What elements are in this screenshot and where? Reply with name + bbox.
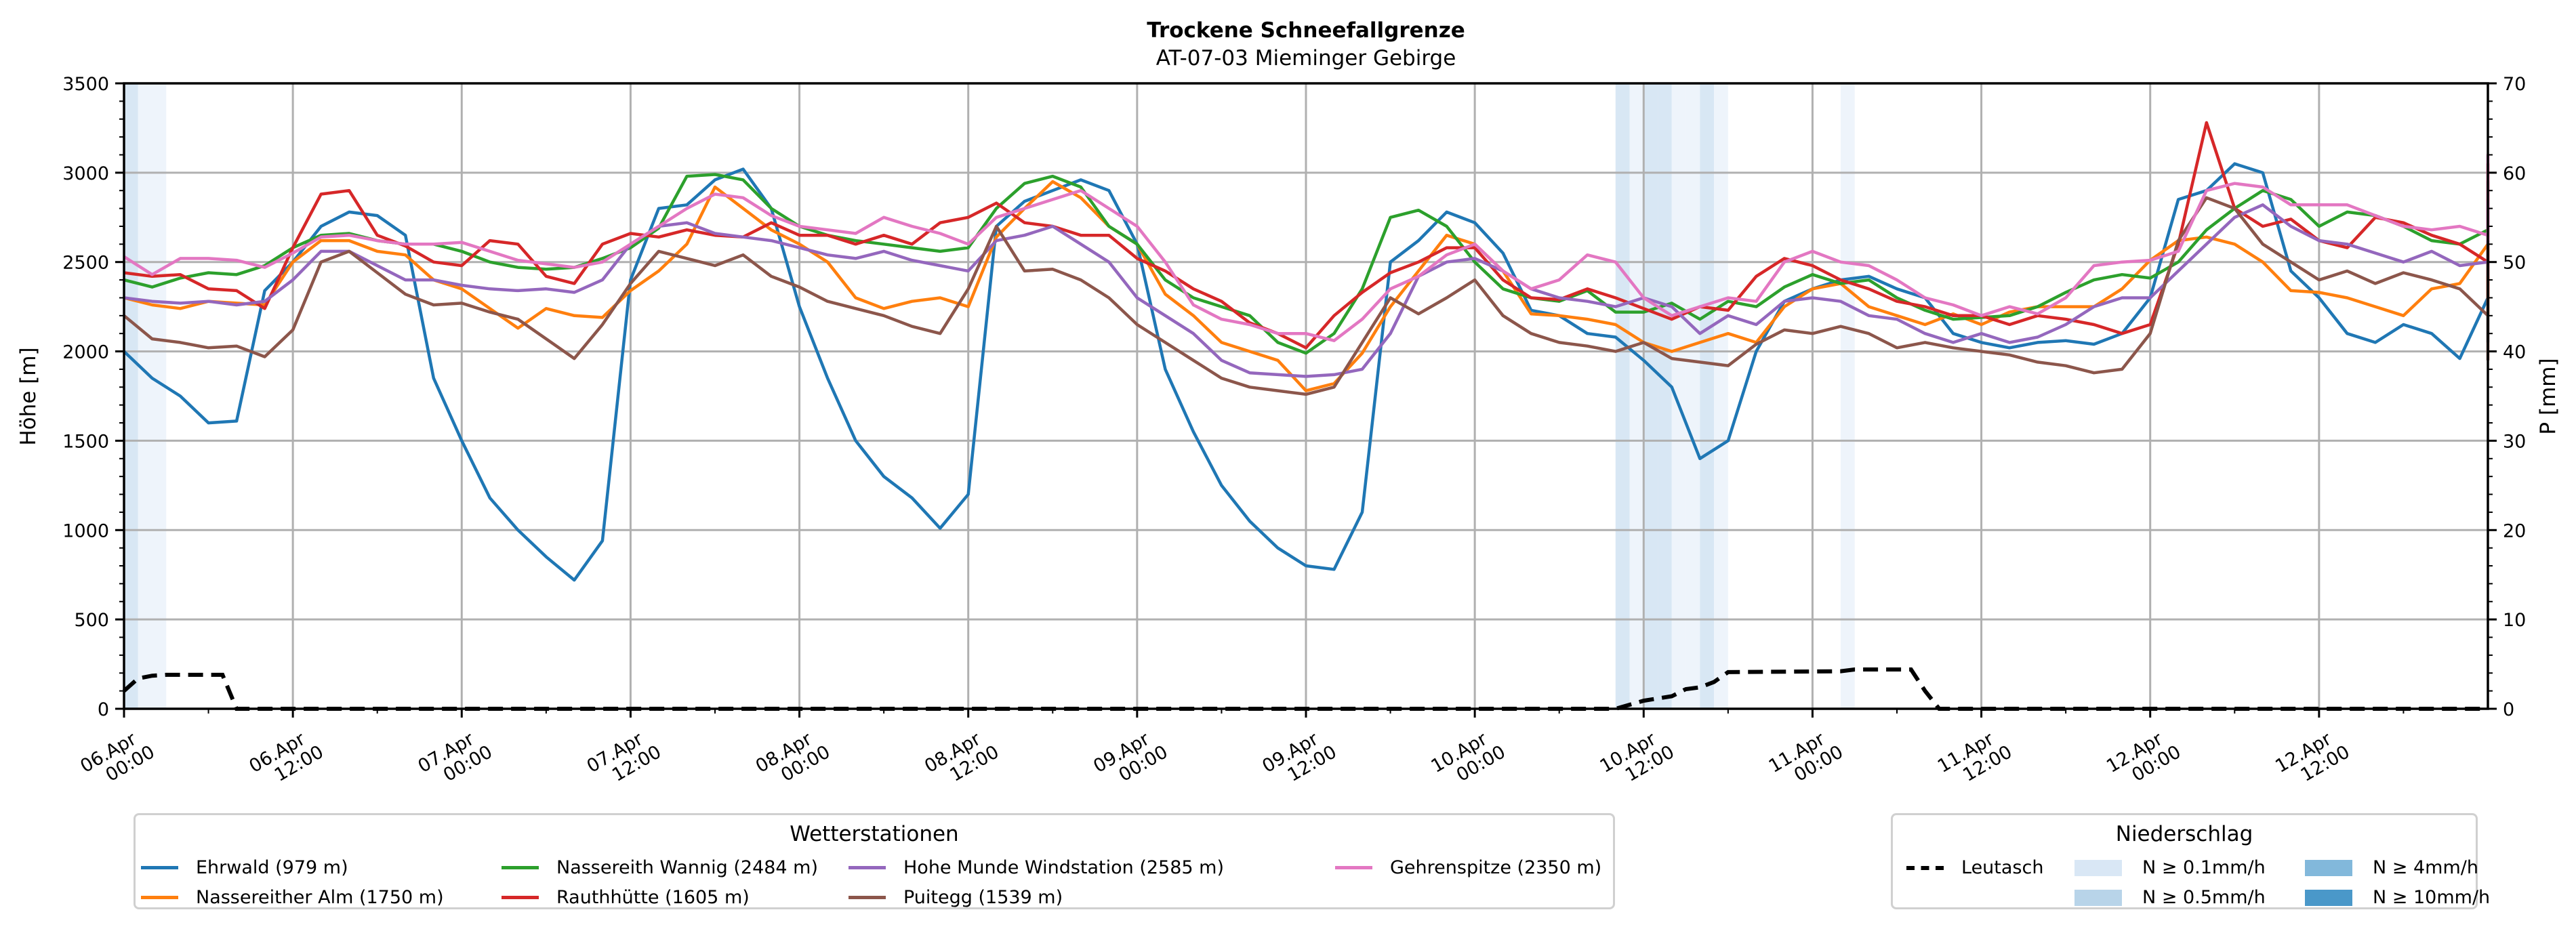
legend-precip: Niederschlag Leutasch N ≥ 0.1mm/h N ≥ 0.5… (1891, 813, 2490, 909)
precip-band (1714, 83, 1728, 709)
x-tick-label: 07.Apr00:00 (415, 724, 496, 795)
legend-item-precip: N ≥ 0.5mm/h (2074, 887, 2266, 908)
legend-item-station: Nassereith Wannig (2484 m) (502, 857, 818, 878)
line-swatch (849, 866, 886, 869)
legend-item-leutasch: Leutasch (1906, 857, 2043, 878)
x-tick-label: 10.Apr00:00 (1427, 724, 1509, 795)
legend-label: Nassereither Alm (1750 m) (196, 887, 444, 908)
chart-subtitle: AT-07-03 Mieminger Gebirge (1156, 46, 1456, 70)
x-tick-label: 06.Apr12:00 (245, 724, 327, 795)
legend-precip-title: Niederschlag (2115, 822, 2253, 846)
precip-band (1629, 83, 1644, 709)
series-lines (123, 121, 2490, 711)
line-swatch (141, 866, 178, 869)
legend-label: Gehrenspitze (2350 m) (1390, 857, 1602, 878)
precip-band (1685, 83, 1700, 709)
precip-band (124, 83, 138, 709)
x-tick-label: 09.Apr00:00 (1090, 724, 1171, 795)
line-swatch (502, 866, 539, 869)
legend-label: N ≥ 0.5mm/h (2142, 887, 2266, 908)
legend-label: Nassereith Wannig (2484 m) (556, 857, 819, 878)
y-right-tick-label: 40 (2503, 342, 2526, 363)
precip-band (138, 83, 152, 709)
series-line (123, 121, 2490, 350)
legend-item-precip: N ≥ 0.1mm/h (2074, 857, 2266, 878)
axes: 0 500 1000 1500 2000 2500 3000 3500 0 10 20 30 40 50 6… (62, 74, 2526, 795)
x-tick-label: 09.Apr12:00 (1259, 724, 1340, 795)
y-axis-right-label: P [mm] (2536, 358, 2560, 434)
line-swatch (849, 896, 886, 899)
precip-band (152, 83, 167, 709)
color-patch (2074, 859, 2122, 876)
legend-item-station: Rauthhütte (1605 m) (502, 887, 750, 908)
y-tick-label: 1000 (62, 520, 109, 541)
legend-item-station: Puitegg (1539 m) (849, 887, 1063, 908)
legend-stations-title: Wetterstationen (790, 822, 959, 846)
y-right-tick-label: 10 (2503, 610, 2526, 631)
y-right-tick-label: 20 (2503, 520, 2526, 541)
y-right-tick-label: 60 (2503, 163, 2526, 184)
y-right-tick-label: 70 (2503, 74, 2526, 95)
legend-label: Hohe Munde Windstation (2585 m) (903, 857, 1225, 878)
legend-item-station: Nassereither Alm (1750 m) (141, 887, 444, 908)
y-tick-label: 0 (98, 699, 109, 720)
dashed-series-leutasch (123, 667, 2488, 711)
legend-label: Leutasch (1961, 857, 2044, 878)
legend-label: Rauthhütte (1605 m) (556, 887, 750, 908)
precip-band (1840, 83, 1855, 709)
legend-label: N ≥ 0.1mm/h (2142, 857, 2266, 878)
precip-band (1615, 83, 1630, 709)
legend-label: Puitegg (1539 m) (903, 887, 1063, 908)
x-tick-label: 11.Apr12:00 (1934, 724, 2016, 795)
y-tick-label: 3000 (62, 163, 109, 184)
line-swatch (1335, 866, 1372, 869)
x-tick-label: 06.Apr00:00 (77, 724, 158, 795)
series-line (123, 162, 2490, 582)
y-right-tick-label: 30 (2503, 431, 2526, 452)
x-tick-label: 11.Apr00:00 (1765, 724, 1847, 795)
legend-label: N ≥ 4mm/h (2373, 857, 2478, 878)
line-swatch (502, 896, 539, 899)
legend-item-station: Ehrwald (979 m) (141, 857, 348, 878)
series-line (123, 153, 2490, 342)
x-tick-label: 08.Apr12:00 (921, 724, 1002, 795)
grid (124, 83, 2488, 709)
legend-label: N ≥ 10mm/h (2373, 887, 2491, 908)
color-patch (2305, 859, 2352, 876)
x-tick-label: 08.Apr00:00 (752, 724, 834, 795)
y-tick-label: 2000 (62, 342, 109, 363)
color-patch (2305, 889, 2352, 906)
y-tick-label: 1500 (62, 431, 109, 452)
line-swatch (141, 896, 178, 899)
precip-band (1643, 83, 1658, 709)
y-tick-label: 500 (74, 610, 109, 631)
precip-band (1700, 83, 1715, 709)
chart: Trockene Schneefallgrenze AT-07-03 Miemi… (16, 18, 2560, 795)
dashed-line-swatch (1906, 865, 1944, 870)
precip-bands (124, 83, 1855, 709)
x-tick-label: 12.Apr12:00 (2272, 724, 2353, 795)
series-line (123, 196, 2490, 396)
precip-band (1658, 83, 1672, 709)
x-tick-label: 12.Apr00:00 (2103, 724, 2184, 795)
y-right-tick-label: 50 (2503, 253, 2526, 274)
legend-item-station: Gehrenspitze (2350 m) (1335, 857, 1601, 878)
precip-band (1671, 83, 1686, 709)
legend-label: Ehrwald (979 m) (196, 857, 348, 878)
x-tick-label: 10.Apr12:00 (1597, 724, 1678, 795)
y-axis-label: Höhe [m] (16, 347, 41, 445)
legend-item-precip: N ≥ 10mm/h (2305, 887, 2490, 908)
x-tick-label: 07.Apr12:00 (584, 724, 665, 795)
legend-item-station: Hohe Munde Windstation (2585 m) (849, 857, 1224, 878)
color-patch (2074, 889, 2122, 906)
chart-title: Trockene Schneefallgrenze (1147, 18, 1465, 43)
y-right-tick-label: 0 (2503, 699, 2514, 720)
y-tick-label: 3500 (62, 74, 109, 95)
legend-stations: Wetterstationen Ehrwald (979 m) Nassereit… (134, 813, 1615, 909)
y-tick-label: 2500 (62, 253, 109, 274)
legend-item-precip: N ≥ 4mm/h (2305, 857, 2478, 878)
